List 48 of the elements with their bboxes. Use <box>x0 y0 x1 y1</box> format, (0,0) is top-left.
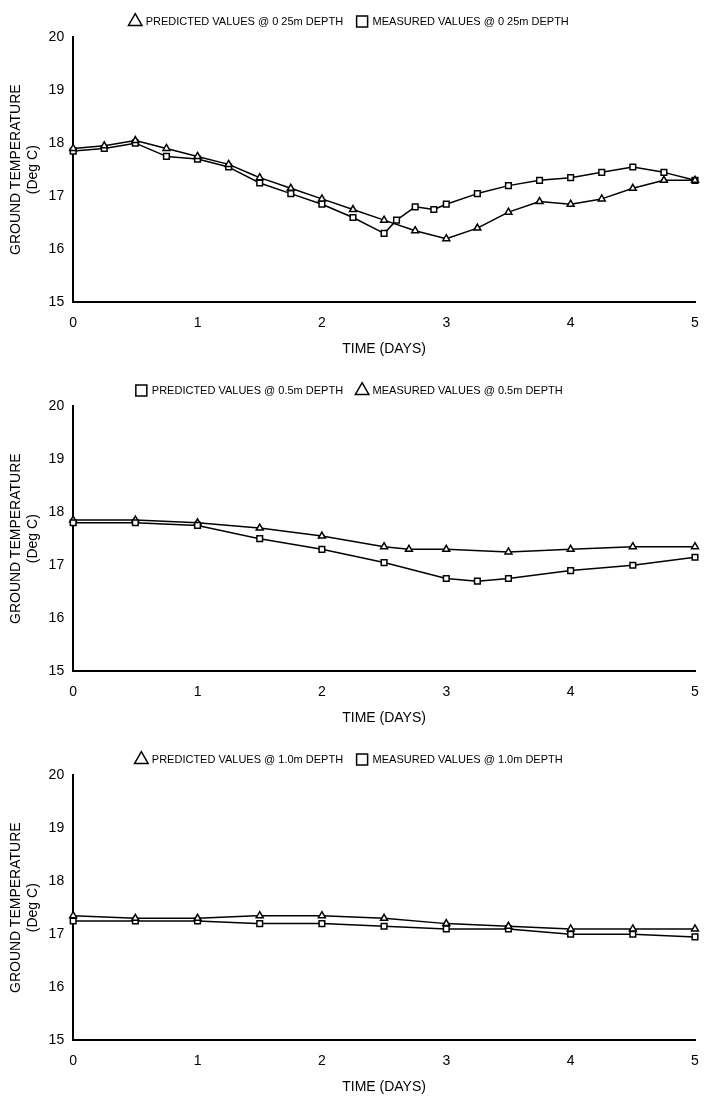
x-tick-label: 2 <box>318 1051 326 1068</box>
legend-label: MEASURED VALUES @ 1.0m DEPTH <box>372 752 563 765</box>
y-tick-label: 18 <box>48 503 65 520</box>
y-axis-title: GROUND TEMPERATURE (Deg C) <box>7 84 41 255</box>
x-axis-title: TIME (DAYS) <box>342 340 426 357</box>
x-tick-label: 0 <box>69 1051 78 1068</box>
x-tick-label: 3 <box>442 1051 451 1068</box>
y-tick-label: 17 <box>48 925 65 942</box>
x-tick-label: 2 <box>318 313 326 330</box>
y-tick-label: 18 <box>48 134 65 151</box>
y-tick-label: 18 <box>48 872 65 889</box>
x-tick-label: 5 <box>691 682 700 699</box>
x-axis-title: TIME (DAYS) <box>342 1078 426 1095</box>
y-tick-label: 19 <box>48 818 65 835</box>
y-tick-label: 16 <box>48 609 65 626</box>
x-tick-label: 5 <box>691 1051 700 1068</box>
y-tick-label: 17 <box>48 556 65 573</box>
legend-label: PREDICTED VALUES @ 0 25m DEPTH <box>145 14 344 27</box>
y-tick-label: 15 <box>48 662 65 679</box>
legend-label: PREDICTED VALUES @ 1.0m DEPTH <box>151 752 344 765</box>
x-tick-label: 2 <box>318 682 326 699</box>
x-tick-label: 3 <box>442 313 451 330</box>
x-tick-label: 1 <box>193 1051 202 1068</box>
x-tick-label: 4 <box>566 1051 575 1068</box>
x-tick-label: 1 <box>193 313 202 330</box>
y-tick-label: 20 <box>48 765 65 782</box>
y-tick-label: 15 <box>48 1031 65 1048</box>
y-tick-label: 16 <box>48 240 65 257</box>
x-tick-label: 3 <box>442 682 451 699</box>
x-tick-label: 5 <box>691 313 700 330</box>
y-axis-title: GROUND TEMPERATURE (Deg C) <box>7 822 41 993</box>
x-axis-title: TIME (DAYS) <box>342 709 426 726</box>
y-tick-label: 19 <box>48 449 65 466</box>
x-tick-label: 4 <box>566 313 575 330</box>
x-tick-label: 0 <box>69 682 78 699</box>
y-tick-label: 15 <box>48 293 65 310</box>
y-axis-title: GROUND TEMPERATURE (Deg C) <box>7 453 41 624</box>
y-tick-label: 16 <box>48 978 65 995</box>
x-tick-label: 4 <box>566 682 575 699</box>
y-tick-label: 19 <box>48 80 65 97</box>
y-tick-label: 20 <box>48 396 65 413</box>
y-tick-label: 17 <box>48 187 65 204</box>
legend-label: PREDICTED VALUES @ 0.5m DEPTH <box>151 383 344 396</box>
legend-label: MEASURED VALUES @ 0 25m DEPTH <box>372 14 569 27</box>
x-tick-label: 1 <box>193 682 202 699</box>
x-tick-label: 0 <box>69 313 78 330</box>
y-tick-label: 20 <box>48 27 65 44</box>
legend-label: MEASURED VALUES @ 0.5m DEPTH <box>372 383 563 396</box>
